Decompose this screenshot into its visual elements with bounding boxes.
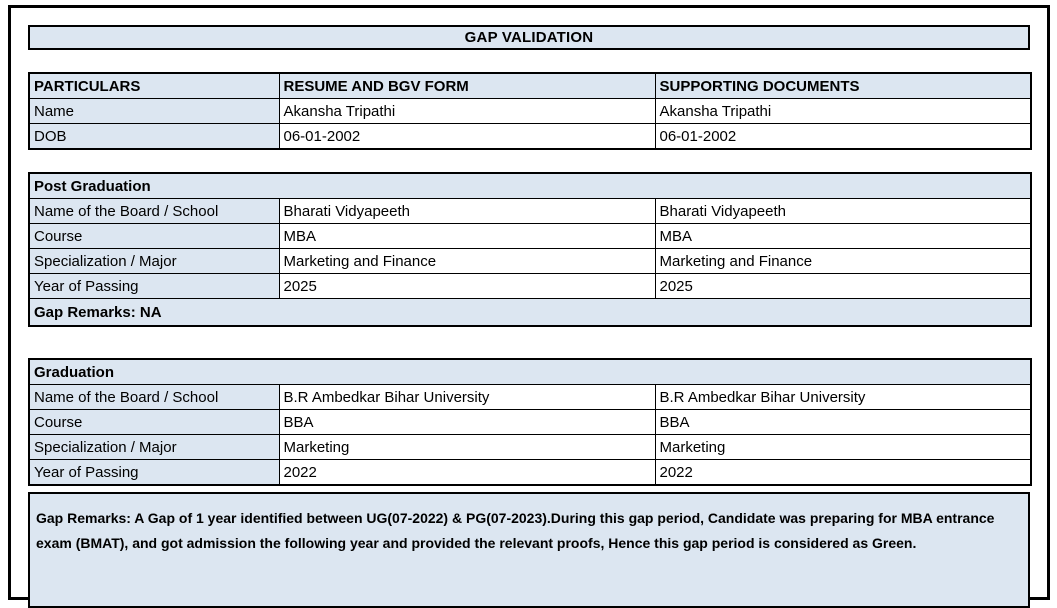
name-supporting-value: Akansha Tripathi [654,98,1032,124]
graduation-section-header-row: Graduation [28,358,1032,385]
pg-gap-remarks: Gap Remarks: NA [28,298,1032,327]
column-header-particulars: PARTICULARS [28,72,280,99]
column-header-supporting-docs: SUPPORTING DOCUMENTS [654,72,1032,99]
table-row-dob: DOB 06-01-2002 06-01-2002 [28,123,1032,150]
pg-course-resume-value: MBA [278,223,656,249]
row-label-name: Name [28,98,280,124]
graduation-table: Graduation Name of the Board / School B.… [28,358,1033,486]
table-row-ug-specialization: Specialization / Major Marketing Marketi… [28,434,1032,460]
ug-board-resume-value: B.R Ambedkar Bihar University [278,384,656,410]
row-label-specialization: Specialization / Major [28,248,280,274]
table-row-pg-course: Course MBA MBA [28,223,1032,249]
row-label-year-of-passing: Year of Passing [28,273,280,299]
candidate-header-row: PARTICULARS RESUME AND BGV FORM SUPPORTI… [28,72,1032,99]
pg-specialization-resume-value: Marketing and Finance [278,248,656,274]
page-border-frame: GAP VALIDATION PARTICULARS RESUME AND BG… [8,5,1050,608]
row-label-course: Course [28,223,280,249]
post-graduation-table: Post Graduation Name of the Board / Scho… [28,172,1033,327]
page-title: GAP VALIDATION [464,29,594,46]
ug-year-supporting-value: 2022 [654,459,1032,486]
ug-course-supporting-value: BBA [654,409,1032,435]
column-header-resume-bgv: RESUME AND BGV FORM [278,72,656,99]
dob-resume-value: 06-01-2002 [278,123,656,150]
gap-validation-title-bar: GAP VALIDATION [28,25,1030,50]
page-content: GAP VALIDATION PARTICULARS RESUME AND BG… [11,8,1047,608]
table-row-name: Name Akansha Tripathi Akansha Tripathi [28,98,1032,124]
pg-course-supporting-value: MBA [654,223,1032,249]
row-label-specialization: Specialization / Major [28,434,280,460]
row-label-year-of-passing: Year of Passing [28,459,280,486]
pg-specialization-supporting-value: Marketing and Finance [654,248,1032,274]
row-label-board-school: Name of the Board / School [28,384,280,410]
ug-year-resume-value: 2022 [278,459,656,486]
pg-year-supporting-value: 2025 [654,273,1032,299]
pg-year-resume-value: 2025 [278,273,656,299]
dob-supporting-value: 06-01-2002 [654,123,1032,150]
table-row-pg-board: Name of the Board / School Bharati Vidya… [28,198,1032,224]
ug-specialization-supporting-value: Marketing [654,434,1032,460]
ug-course-resume-value: BBA [278,409,656,435]
pg-board-resume-value: Bharati Vidyapeeth [278,198,656,224]
ug-board-supporting-value: B.R Ambedkar Bihar University [654,384,1032,410]
row-label-board-school: Name of the Board / School [28,198,280,224]
post-graduation-section-header-row: Post Graduation [28,172,1032,199]
candidate-info-table: PARTICULARS RESUME AND BGV FORM SUPPORTI… [28,72,1032,150]
table-row-pg-year: Year of Passing 2025 2025 [28,273,1032,299]
row-label-dob: DOB [28,123,280,150]
table-row-pg-specialization: Specialization / Major Marketing and Fin… [28,248,1032,274]
table-row-ug-year: Year of Passing 2022 2022 [28,459,1032,486]
section-title-graduation: Graduation [28,358,1032,385]
post-graduation-remarks-row: Gap Remarks: NA [28,298,1032,327]
final-gap-remarks-box: Gap Remarks: A Gap of 1 year identified … [28,492,1030,608]
table-row-ug-course: Course BBA BBA [28,409,1032,435]
name-resume-value: Akansha Tripathi [278,98,656,124]
row-label-course: Course [28,409,280,435]
ug-specialization-resume-value: Marketing [278,434,656,460]
section-title-post-graduation: Post Graduation [28,172,1032,199]
table-row-ug-board: Name of the Board / School B.R Ambedkar … [28,384,1032,410]
pg-board-supporting-value: Bharati Vidyapeeth [654,198,1032,224]
